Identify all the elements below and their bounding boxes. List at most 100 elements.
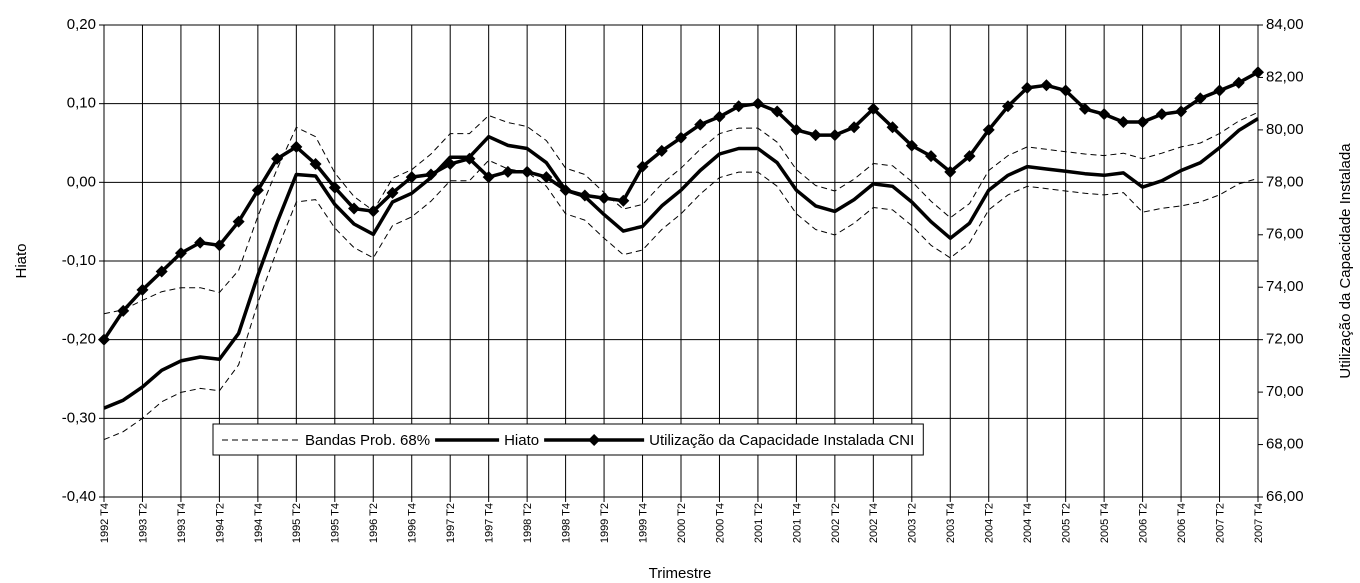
- y2-tick-label: 70,00: [1266, 383, 1304, 400]
- y-tick-label: -0,10: [62, 252, 96, 269]
- y2-tick-label: 78,00: [1266, 173, 1304, 190]
- diamond-marker: [1021, 81, 1034, 94]
- x-tick-label: 1995 T2: [291, 503, 303, 543]
- diamond-marker: [963, 150, 976, 163]
- y2-tick-label: 72,00: [1266, 331, 1304, 348]
- diamond-marker: [309, 157, 322, 170]
- x-tick-label: 1997 T2: [445, 503, 457, 543]
- legend-diamond: [588, 434, 601, 446]
- y-tick-label: -0,30: [62, 409, 96, 426]
- x-tick-label: 1993 T2: [137, 503, 149, 543]
- x-tick-label: 2004 T4: [1022, 503, 1034, 543]
- diamond-marker: [405, 171, 418, 184]
- diamond-marker: [578, 189, 591, 202]
- x-tick-label: 2006 T2: [1138, 503, 1150, 543]
- x-tick-label: 1993 T4: [176, 503, 188, 543]
- x-tick-label: 2007 T4: [1253, 503, 1265, 543]
- x-tick-label: 1996 T2: [368, 503, 380, 543]
- diamond-marker: [771, 105, 784, 118]
- diamond-marker: [348, 202, 361, 215]
- x-tick-label: 1994 T4: [253, 503, 265, 543]
- diamond-marker: [1078, 102, 1091, 115]
- diamond-marker: [1232, 76, 1245, 89]
- diamond-marker: [213, 239, 226, 252]
- x-tick-label: 2002 T4: [868, 503, 880, 543]
- y-tick-label: -0,20: [62, 331, 96, 348]
- diamond-marker: [982, 123, 995, 136]
- diamond-marker: [482, 171, 495, 184]
- x-tick-label: 2006 T4: [1176, 503, 1188, 543]
- x-tick-label: 2005 T2: [1061, 503, 1073, 543]
- x-tick-label: 2005 T4: [1099, 503, 1111, 543]
- x-tick-label: 1999 T4: [637, 503, 649, 543]
- diamond-marker: [232, 215, 245, 228]
- diamond-marker: [1252, 66, 1264, 79]
- diamond-marker: [1194, 92, 1207, 105]
- diamond-marker: [174, 247, 187, 260]
- series-line: [103, 159, 1259, 441]
- legend-label: Bandas Prob. 68%: [305, 432, 430, 449]
- diamond-marker: [809, 129, 822, 142]
- diamond-marker: [617, 194, 630, 207]
- y-axis-label: Hiato: [13, 243, 30, 278]
- y2-tick-label: 80,00: [1266, 121, 1304, 138]
- diamond-marker: [386, 186, 399, 199]
- x-axis-label: Trimestre: [649, 565, 712, 582]
- diamond-marker: [886, 121, 899, 134]
- y-tick-label: 0,10: [67, 95, 96, 112]
- diamond-marker: [1213, 84, 1226, 97]
- x-tick-label: 1998 T4: [561, 503, 573, 543]
- x-tick-label: 2001 T4: [791, 503, 803, 543]
- diamond-marker: [713, 110, 726, 123]
- diamond-marker: [424, 168, 437, 181]
- plot-frame: [103, 24, 1259, 498]
- x-tick-label: 1995 T4: [330, 503, 342, 543]
- diamond-marker: [1040, 79, 1053, 92]
- diamond-marker: [540, 171, 553, 184]
- x-tick-label: 2007 T2: [1214, 503, 1226, 543]
- x-tick-label: 1997 T4: [484, 503, 496, 543]
- diamond-marker: [636, 160, 649, 173]
- series-line: [103, 111, 1259, 315]
- diamond-marker: [598, 192, 611, 205]
- diamond-marker: [463, 152, 476, 165]
- y-tick-label: 0,00: [67, 173, 96, 190]
- diamond-marker: [1136, 116, 1149, 129]
- diamond-marker: [694, 118, 707, 131]
- diamond-marker: [501, 165, 514, 178]
- y2-tick-label: 66,00: [1266, 488, 1304, 505]
- series-line: [103, 117, 1259, 410]
- x-tick-label: 2000 T4: [714, 503, 726, 543]
- diamond-marker: [751, 97, 764, 110]
- diamond-marker: [732, 100, 745, 113]
- diamond-marker: [828, 129, 841, 142]
- y2-tick-label: 82,00: [1266, 68, 1304, 85]
- diamond-marker: [1059, 84, 1072, 97]
- y-tick-label: -0,40: [62, 488, 96, 505]
- diamond-marker: [136, 283, 149, 296]
- diamond-marker: [1001, 100, 1014, 113]
- x-tick-label: 1998 T2: [522, 503, 534, 543]
- diamond-marker: [790, 123, 803, 136]
- x-tick-label: 2000 T2: [676, 503, 688, 543]
- diamond-marker: [444, 157, 457, 170]
- diamond-marker: [290, 140, 303, 153]
- diamond-marker: [271, 152, 284, 165]
- diamond-marker: [867, 102, 880, 115]
- legend-label: Utilização da Capacidade Instalada CNI: [649, 432, 914, 449]
- x-tick-label: 2002 T2: [830, 503, 842, 543]
- legend-label: Hiato: [504, 432, 539, 449]
- diamond-marker: [98, 333, 110, 346]
- diamond-marker: [655, 144, 668, 157]
- diamond-marker: [1175, 105, 1188, 118]
- y2-tick-label: 76,00: [1266, 226, 1304, 243]
- diamond-marker: [367, 205, 380, 218]
- y2-tick-label: 84,00: [1266, 16, 1304, 33]
- x-tick-label: 1999 T2: [599, 503, 611, 543]
- diamond-marker: [1155, 108, 1168, 121]
- x-tick-label: 1996 T4: [407, 503, 419, 543]
- y2-axis-label: Utilização da Capacidade Instalada: [1337, 143, 1354, 379]
- diamond-marker: [675, 131, 687, 144]
- diamond-marker: [155, 265, 168, 278]
